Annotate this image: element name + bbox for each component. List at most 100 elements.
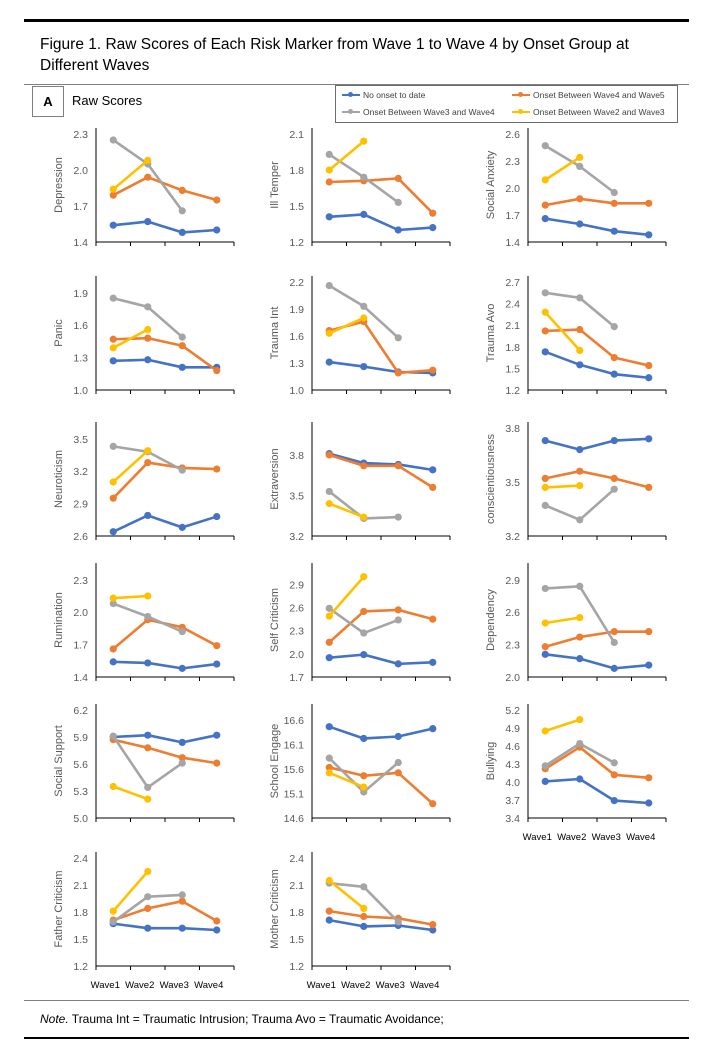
- data-point: [109, 136, 117, 144]
- data-point: [178, 186, 186, 194]
- series-line: [328, 771, 365, 789]
- subplot-mother-criticism: 1.2 1.5 1.8 2.1 2.4 Mother Criticism Wave1 Wave…: [269, 852, 451, 991]
- data-point: [610, 474, 618, 482]
- legend-label: Onset Between Wave4 and Wave5: [533, 90, 665, 100]
- data-point: [360, 912, 368, 921]
- data-point: [325, 166, 333, 174]
- data-point: [541, 762, 549, 770]
- y-axis-label: Neuroticism: [53, 450, 65, 508]
- data-point: [576, 325, 584, 334]
- data-point: [144, 893, 152, 901]
- series-line: [113, 594, 148, 600]
- y-axis-label: Bullying: [485, 742, 497, 781]
- y-tick-label: 2.0: [73, 607, 88, 619]
- series-line: [328, 452, 433, 472]
- data-point: [576, 614, 584, 622]
- series-line: [329, 909, 433, 926]
- series-line: [545, 217, 649, 237]
- data-point: [109, 782, 117, 791]
- y-tick-label: 5.3: [73, 786, 88, 798]
- y-tick-label: 3.5: [505, 477, 520, 489]
- data-point: [394, 616, 402, 624]
- data-point: [576, 467, 584, 475]
- data-point: [144, 904, 152, 913]
- data-point: [610, 797, 618, 805]
- data-point: [325, 916, 333, 924]
- data-point: [360, 462, 368, 470]
- data-point: [610, 771, 618, 779]
- legend-item: Onset Between Wave2 and Wave3: [512, 107, 665, 117]
- figure-note: Note. Trauma Int = Traumatic Intrusion; …: [40, 1012, 444, 1026]
- y-tick-label: 5.2: [505, 705, 520, 717]
- y-axis-label: Social Anxiety: [485, 150, 497, 219]
- series-line: [113, 220, 217, 234]
- data-point: [109, 594, 117, 602]
- data-point: [178, 628, 186, 636]
- data-point: [394, 369, 402, 377]
- series-line: [113, 358, 217, 369]
- data-point: [178, 363, 186, 371]
- legend-swatch: [342, 109, 360, 114]
- data-point: [178, 466, 186, 474]
- data-point: [394, 758, 402, 767]
- data-point: [576, 655, 584, 663]
- data-point: [109, 442, 117, 450]
- y-tick-label: 2.9: [505, 575, 520, 587]
- data-point: [576, 516, 584, 524]
- y-tick-label: 2.4: [289, 853, 304, 865]
- data-point: [576, 220, 584, 228]
- data-point: [144, 218, 152, 226]
- legend-swatch: [512, 92, 530, 97]
- data-point: [178, 342, 186, 350]
- legend-swatch: [342, 92, 360, 97]
- y-tick-label: 1.5: [289, 201, 304, 213]
- data-point: [360, 513, 368, 521]
- data-point: [325, 604, 333, 612]
- data-point: [394, 226, 402, 234]
- data-point: [576, 775, 584, 783]
- y-tick-label: 1.7: [73, 201, 88, 213]
- legend-item: Onset Between Wave3 and Wave4: [342, 107, 495, 117]
- series-line: [544, 437, 649, 451]
- data-point: [394, 198, 402, 206]
- data-point: [144, 511, 152, 520]
- series-line: [113, 733, 218, 744]
- data-point: [541, 619, 549, 627]
- data-point: [394, 769, 402, 777]
- data-point: [325, 451, 333, 459]
- data-point: [541, 327, 549, 335]
- legend-item: No onset to date: [342, 90, 425, 100]
- y-axis-label: Trauma Avo: [485, 304, 497, 363]
- data-point: [360, 173, 368, 181]
- data-point: [109, 528, 117, 536]
- subplot-extraversion: 3.2 3.5 3.8 Extraversion: [269, 422, 451, 543]
- y-tick-label: 1.5: [505, 363, 520, 375]
- data-point: [394, 918, 402, 926]
- data-point: [325, 876, 333, 885]
- series-line: [328, 502, 365, 519]
- data-point: [541, 215, 549, 223]
- data-point: [144, 744, 152, 752]
- subplot-social-support: 5.0 5.3 5.6 5.9 6.2 Social Support: [53, 704, 235, 825]
- y-tick-label: 2.1: [289, 129, 304, 141]
- data-point: [610, 227, 618, 235]
- y-tick-label: 1.9: [289, 304, 304, 316]
- y-tick-label: 2.6: [289, 603, 304, 615]
- subplot-trauma-int: 1.0 1.3 1.6 1.9 2.2 Trauma Int: [269, 276, 451, 397]
- series-line: [544, 311, 581, 352]
- y-tick-label: 2.0: [289, 649, 304, 661]
- y-tick-label: 14.6: [284, 813, 305, 825]
- y-axis-label: School Engage: [269, 724, 281, 799]
- data-point: [360, 573, 368, 581]
- data-point: [610, 638, 618, 647]
- y-tick-label: 1.0: [289, 385, 304, 397]
- series-line: [544, 156, 581, 181]
- y-tick-label: 2.2: [289, 277, 304, 289]
- data-point: [645, 661, 653, 669]
- y-tick-label: 3.2: [505, 531, 520, 543]
- data-point: [429, 921, 437, 929]
- data-point: [576, 153, 584, 161]
- data-point: [325, 329, 333, 337]
- data-point: [394, 334, 402, 342]
- data-point: [325, 907, 333, 915]
